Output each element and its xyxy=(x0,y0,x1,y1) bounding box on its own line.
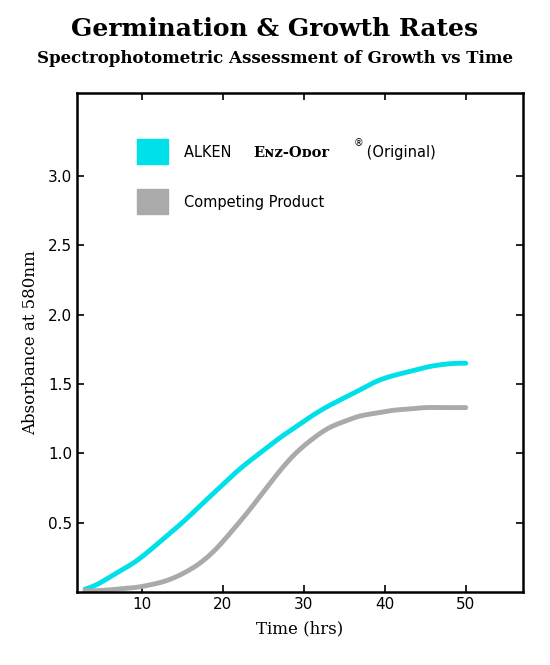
FancyBboxPatch shape xyxy=(137,139,168,164)
Text: Spectrophotometric Assessment of Growth vs Time: Spectrophotometric Assessment of Growth … xyxy=(37,50,513,67)
Text: ALKEN: ALKEN xyxy=(184,146,236,160)
Y-axis label: Absorbance at 580nm: Absorbance at 580nm xyxy=(23,250,40,435)
Text: ®: ® xyxy=(353,138,363,148)
Text: Eɴz-Oᴅor: Eɴz-Oᴅor xyxy=(253,146,329,160)
X-axis label: Time (hrs): Time (hrs) xyxy=(256,620,343,637)
Text: Competing Product: Competing Product xyxy=(184,196,324,210)
Text: (Original): (Original) xyxy=(362,146,436,160)
Text: Germination & Growth Rates: Germination & Growth Rates xyxy=(72,17,478,41)
FancyBboxPatch shape xyxy=(137,189,168,214)
